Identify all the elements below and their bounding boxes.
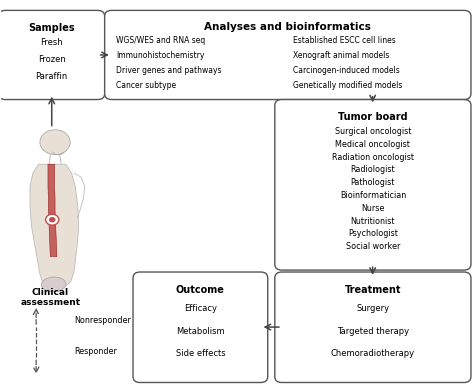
Polygon shape bbox=[48, 164, 57, 256]
Circle shape bbox=[40, 130, 70, 154]
Text: Fresh: Fresh bbox=[40, 37, 63, 47]
Text: Treatment: Treatment bbox=[345, 285, 401, 295]
FancyBboxPatch shape bbox=[105, 11, 471, 100]
FancyBboxPatch shape bbox=[275, 100, 471, 270]
FancyBboxPatch shape bbox=[133, 272, 268, 382]
Text: Psychologist: Psychologist bbox=[348, 230, 398, 238]
Text: Nurse: Nurse bbox=[361, 204, 384, 213]
Text: Radiation oncologist: Radiation oncologist bbox=[332, 152, 414, 162]
Text: Surgery: Surgery bbox=[356, 304, 390, 313]
Text: Surgical oncologist: Surgical oncologist bbox=[335, 127, 411, 136]
Text: Radiologist: Radiologist bbox=[351, 165, 395, 174]
Text: Established ESCC cell lines: Established ESCC cell lines bbox=[292, 36, 395, 46]
Circle shape bbox=[46, 214, 59, 225]
Text: Nonresponder: Nonresponder bbox=[74, 316, 131, 325]
Text: Medical oncologist: Medical oncologist bbox=[336, 140, 410, 149]
Text: Tumor board: Tumor board bbox=[338, 112, 408, 122]
Text: Cancer subtype: Cancer subtype bbox=[117, 81, 177, 89]
Ellipse shape bbox=[41, 277, 66, 292]
Text: Efficacy: Efficacy bbox=[184, 304, 217, 313]
Text: Driver genes and pathways: Driver genes and pathways bbox=[117, 66, 222, 75]
Text: Side effects: Side effects bbox=[175, 349, 225, 358]
Text: Responder: Responder bbox=[74, 347, 117, 356]
Text: Samples: Samples bbox=[28, 23, 75, 33]
Text: Chemoradiotherapy: Chemoradiotherapy bbox=[331, 349, 415, 358]
Polygon shape bbox=[30, 164, 79, 287]
Text: Social worker: Social worker bbox=[346, 242, 400, 251]
Text: Targeted therapy: Targeted therapy bbox=[337, 327, 409, 336]
Text: Xenograft animal models: Xenograft animal models bbox=[292, 51, 389, 60]
Text: Carcinogen-induced models: Carcinogen-induced models bbox=[292, 66, 399, 75]
Text: Paraffin: Paraffin bbox=[36, 72, 68, 81]
Text: Analyses and bioinformatics: Analyses and bioinformatics bbox=[204, 23, 371, 32]
Text: Bioinformatician: Bioinformatician bbox=[340, 191, 406, 200]
FancyBboxPatch shape bbox=[0, 11, 105, 100]
Text: Outcome: Outcome bbox=[176, 285, 225, 295]
Text: Immunohistochemistry: Immunohistochemistry bbox=[117, 51, 205, 60]
Text: WGS/WES and RNA seq: WGS/WES and RNA seq bbox=[117, 36, 206, 46]
Circle shape bbox=[49, 217, 55, 223]
Text: Clinical
assessment: Clinical assessment bbox=[20, 287, 81, 307]
Text: Frozen: Frozen bbox=[37, 54, 65, 63]
Text: Genetically modified models: Genetically modified models bbox=[292, 81, 402, 89]
Text: Metabolism: Metabolism bbox=[176, 327, 225, 336]
Text: Nutritionist: Nutritionist bbox=[351, 217, 395, 226]
FancyBboxPatch shape bbox=[275, 272, 471, 382]
Text: Pathologist: Pathologist bbox=[351, 178, 395, 187]
